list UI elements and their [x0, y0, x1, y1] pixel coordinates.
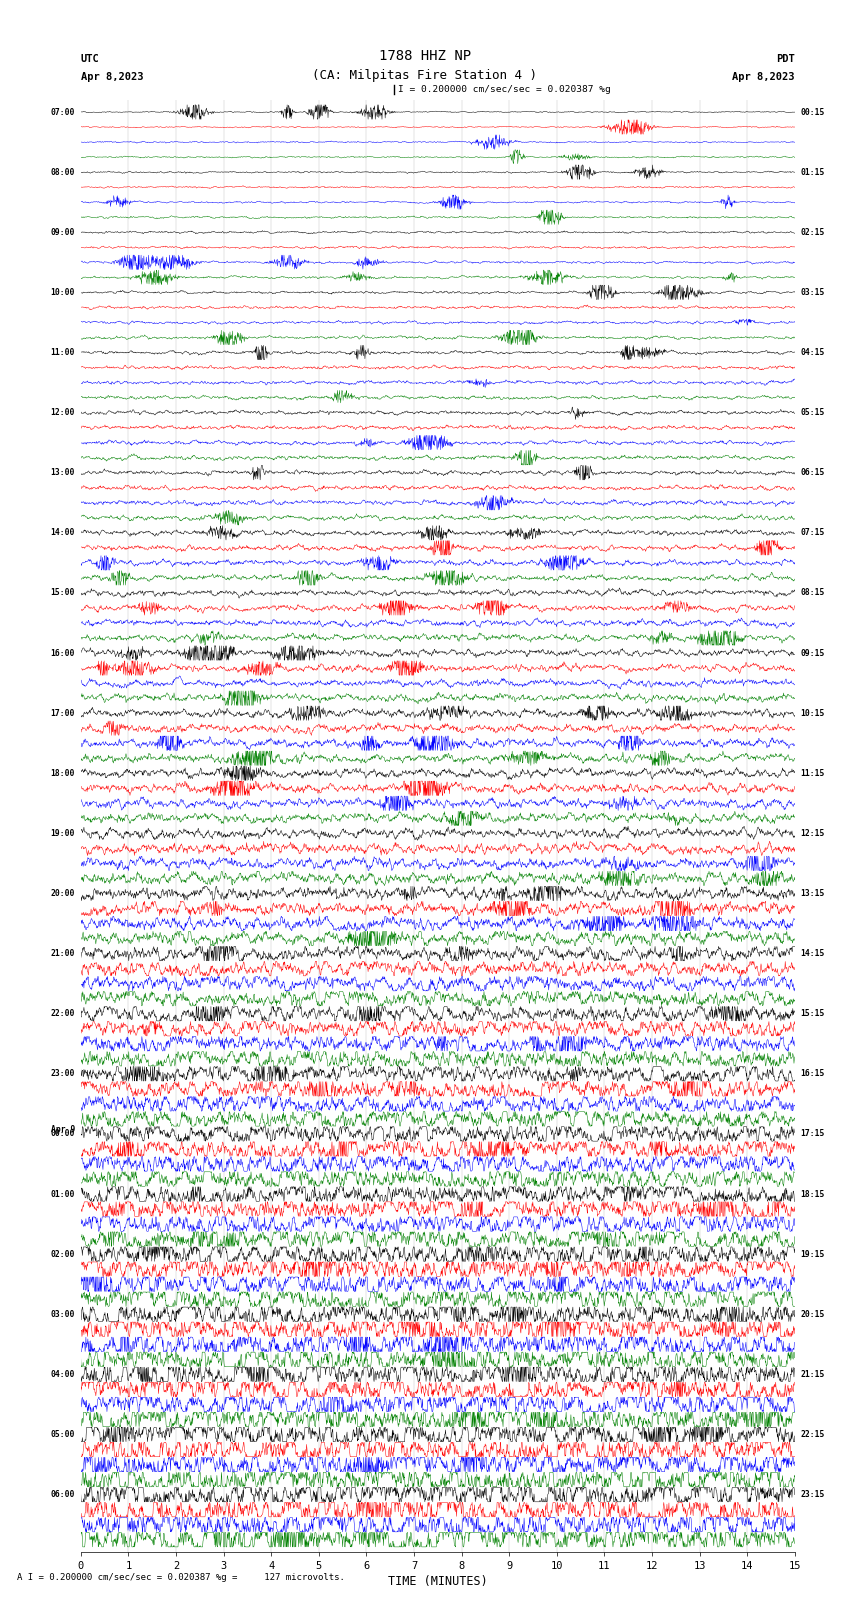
Text: 01:00: 01:00	[51, 1189, 75, 1198]
Text: 12:15: 12:15	[801, 829, 824, 837]
Text: 18:00: 18:00	[51, 769, 75, 777]
Text: 21:00: 21:00	[51, 948, 75, 958]
Text: 11:00: 11:00	[51, 348, 75, 356]
Text: 03:00: 03:00	[51, 1310, 75, 1319]
Text: 22:15: 22:15	[801, 1431, 824, 1439]
Text: 09:15: 09:15	[801, 648, 824, 658]
Text: 20:15: 20:15	[801, 1310, 824, 1319]
Text: 06:00: 06:00	[51, 1490, 75, 1498]
Text: 21:15: 21:15	[801, 1369, 824, 1379]
Text: 23:00: 23:00	[51, 1069, 75, 1079]
Text: 22:00: 22:00	[51, 1010, 75, 1018]
Text: 07:15: 07:15	[801, 529, 824, 537]
Text: 15:15: 15:15	[801, 1010, 824, 1018]
Text: 01:15: 01:15	[801, 168, 824, 177]
Text: 17:15: 17:15	[801, 1129, 824, 1139]
Text: 1788 HHZ NP: 1788 HHZ NP	[379, 48, 471, 63]
Text: 00:00: 00:00	[51, 1129, 75, 1139]
Text: 04:15: 04:15	[801, 348, 824, 356]
Text: 17:00: 17:00	[51, 708, 75, 718]
Text: 05:00: 05:00	[51, 1431, 75, 1439]
Text: 15:00: 15:00	[51, 589, 75, 597]
Text: 23:15: 23:15	[801, 1490, 824, 1498]
Text: 04:00: 04:00	[51, 1369, 75, 1379]
Text: 14:15: 14:15	[801, 948, 824, 958]
Text: 16:15: 16:15	[801, 1069, 824, 1079]
Text: (CA: Milpitas Fire Station 4 ): (CA: Milpitas Fire Station 4 )	[313, 68, 537, 82]
X-axis label: TIME (MINUTES): TIME (MINUTES)	[388, 1574, 488, 1587]
Text: 13:00: 13:00	[51, 468, 75, 477]
Text: 00:15: 00:15	[801, 108, 824, 116]
Text: 08:00: 08:00	[51, 168, 75, 177]
Text: 07:00: 07:00	[51, 108, 75, 116]
Text: 10:00: 10:00	[51, 287, 75, 297]
Text: 19:00: 19:00	[51, 829, 75, 837]
Text: 18:15: 18:15	[801, 1189, 824, 1198]
Text: PDT: PDT	[776, 53, 795, 65]
Text: 09:00: 09:00	[51, 227, 75, 237]
Text: UTC: UTC	[81, 53, 99, 65]
Text: 14:00: 14:00	[51, 529, 75, 537]
Text: 11:15: 11:15	[801, 769, 824, 777]
Text: I = 0.200000 cm/sec/sec = 0.020387 %g: I = 0.200000 cm/sec/sec = 0.020387 %g	[398, 85, 610, 94]
Text: 20:00: 20:00	[51, 889, 75, 898]
Text: 16:00: 16:00	[51, 648, 75, 658]
Text: 02:00: 02:00	[51, 1250, 75, 1258]
Text: 03:15: 03:15	[801, 287, 824, 297]
Text: 12:00: 12:00	[51, 408, 75, 418]
Text: 02:15: 02:15	[801, 227, 824, 237]
Text: Apr 8,2023: Apr 8,2023	[732, 71, 795, 82]
Text: 13:15: 13:15	[801, 889, 824, 898]
Text: A I = 0.200000 cm/sec/sec = 0.020387 %g =     127 microvolts.: A I = 0.200000 cm/sec/sec = 0.020387 %g …	[17, 1573, 345, 1582]
Text: 10:15: 10:15	[801, 708, 824, 718]
Text: 08:15: 08:15	[801, 589, 824, 597]
Text: 06:15: 06:15	[801, 468, 824, 477]
Text: 19:15: 19:15	[801, 1250, 824, 1258]
Text: 05:15: 05:15	[801, 408, 824, 418]
Text: Apr 8,2023: Apr 8,2023	[81, 71, 144, 82]
Text: Apr 9: Apr 9	[51, 1124, 75, 1134]
